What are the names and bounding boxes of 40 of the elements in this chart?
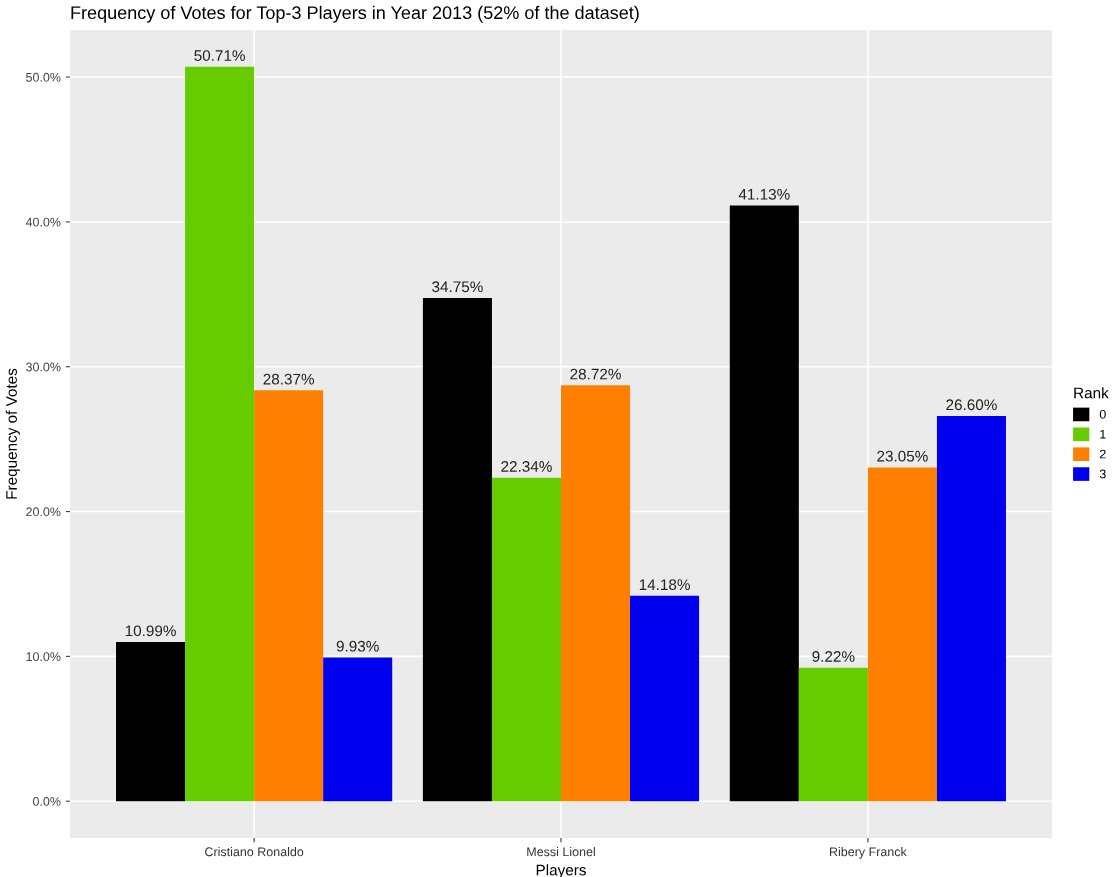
bar	[116, 642, 186, 802]
legend-label: 3	[1099, 469, 1106, 479]
y-tick-label: 0.0%	[32, 797, 61, 806]
x-tick-label: Messi Lionel	[527, 847, 595, 857]
data-label: 9.93%	[336, 640, 379, 652]
x-tick-label: Ribery Franck	[830, 847, 907, 859]
data-label: 26.60%	[946, 399, 997, 411]
data-label: 10.99%	[125, 625, 176, 637]
data-label: 22.34%	[501, 461, 552, 472]
chart-title: Frequency of Votes for Top-3 Players in Year 2013 (52% of the dataset)	[71, 5, 639, 23]
data-label: 50.71%	[194, 50, 245, 61]
legend-label: 0	[1099, 409, 1106, 419]
bar	[798, 667, 868, 802]
x-tick-label: Cristiano Ronaldo	[205, 847, 304, 857]
y-tick-label: 30.0%	[26, 362, 61, 372]
legend-label: 2	[1099, 449, 1106, 459]
y-tick-label: 20.0%	[26, 507, 61, 517]
data-label: 23.05%	[877, 450, 928, 462]
bar	[422, 297, 492, 802]
data-label: 34.75%	[432, 281, 483, 293]
bar	[630, 595, 700, 802]
bar	[867, 467, 937, 802]
bar	[254, 390, 324, 802]
bar	[729, 205, 799, 802]
bar	[936, 415, 1006, 802]
data-label: 14.18%	[639, 579, 690, 591]
data-label: 28.72%	[570, 368, 621, 380]
bar	[561, 385, 631, 802]
y-axis-title: Frequency of Votes	[5, 368, 20, 499]
data-label: 41.13%	[738, 188, 790, 200]
bar	[185, 66, 255, 802]
legend-title: Rank	[1074, 387, 1109, 399]
bar	[323, 657, 393, 802]
y-tick-label: 50.0%	[26, 72, 61, 82]
y-tick-label: 40.0%	[25, 217, 61, 227]
data-label: 9.22%	[812, 651, 855, 662]
y-tick-label: 10.0%	[26, 652, 61, 662]
data-label: 28.37%	[263, 373, 315, 385]
bar	[491, 477, 561, 802]
legend-label: 1	[1100, 429, 1106, 439]
